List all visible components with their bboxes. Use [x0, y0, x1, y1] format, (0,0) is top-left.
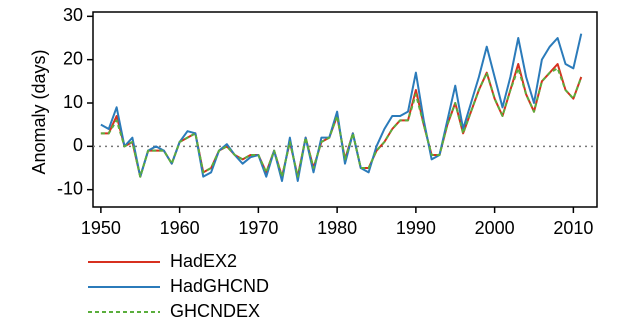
y-tick-label: 0 — [73, 135, 83, 155]
x-tick-label: 1960 — [160, 218, 200, 238]
plot-frame — [92, 11, 598, 208]
x-tick-label: 1950 — [81, 218, 121, 238]
y-tick-label: 10 — [63, 92, 83, 112]
legend-label: HadGHCND — [170, 276, 269, 296]
y-tick-label: -10 — [57, 178, 83, 198]
x-tick-label: 1980 — [317, 218, 357, 238]
y-tick-label: 20 — [63, 48, 83, 68]
y-tick-label: 30 — [63, 5, 83, 25]
legend-label: HadEX2 — [170, 251, 237, 271]
data-line — [100, 67, 583, 178]
x-tick-label: 2000 — [475, 218, 515, 238]
x-tick-label: 2010 — [553, 218, 593, 238]
x-tick-label: 1970 — [238, 218, 278, 238]
y-axis-label: Anomaly (days) — [29, 49, 49, 174]
legend-label: GHCNDEX — [170, 301, 260, 321]
x-tick-label: 1990 — [396, 218, 436, 238]
